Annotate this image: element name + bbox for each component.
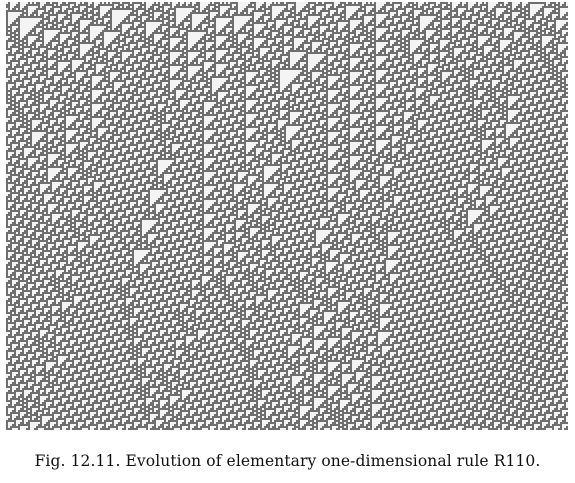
rule-110-spacetime-diagram [6, 2, 568, 430]
ca-evolution-figure [6, 2, 568, 430]
figure-caption: Fig. 12.11. Evolution of elementary one-… [34, 452, 541, 470]
